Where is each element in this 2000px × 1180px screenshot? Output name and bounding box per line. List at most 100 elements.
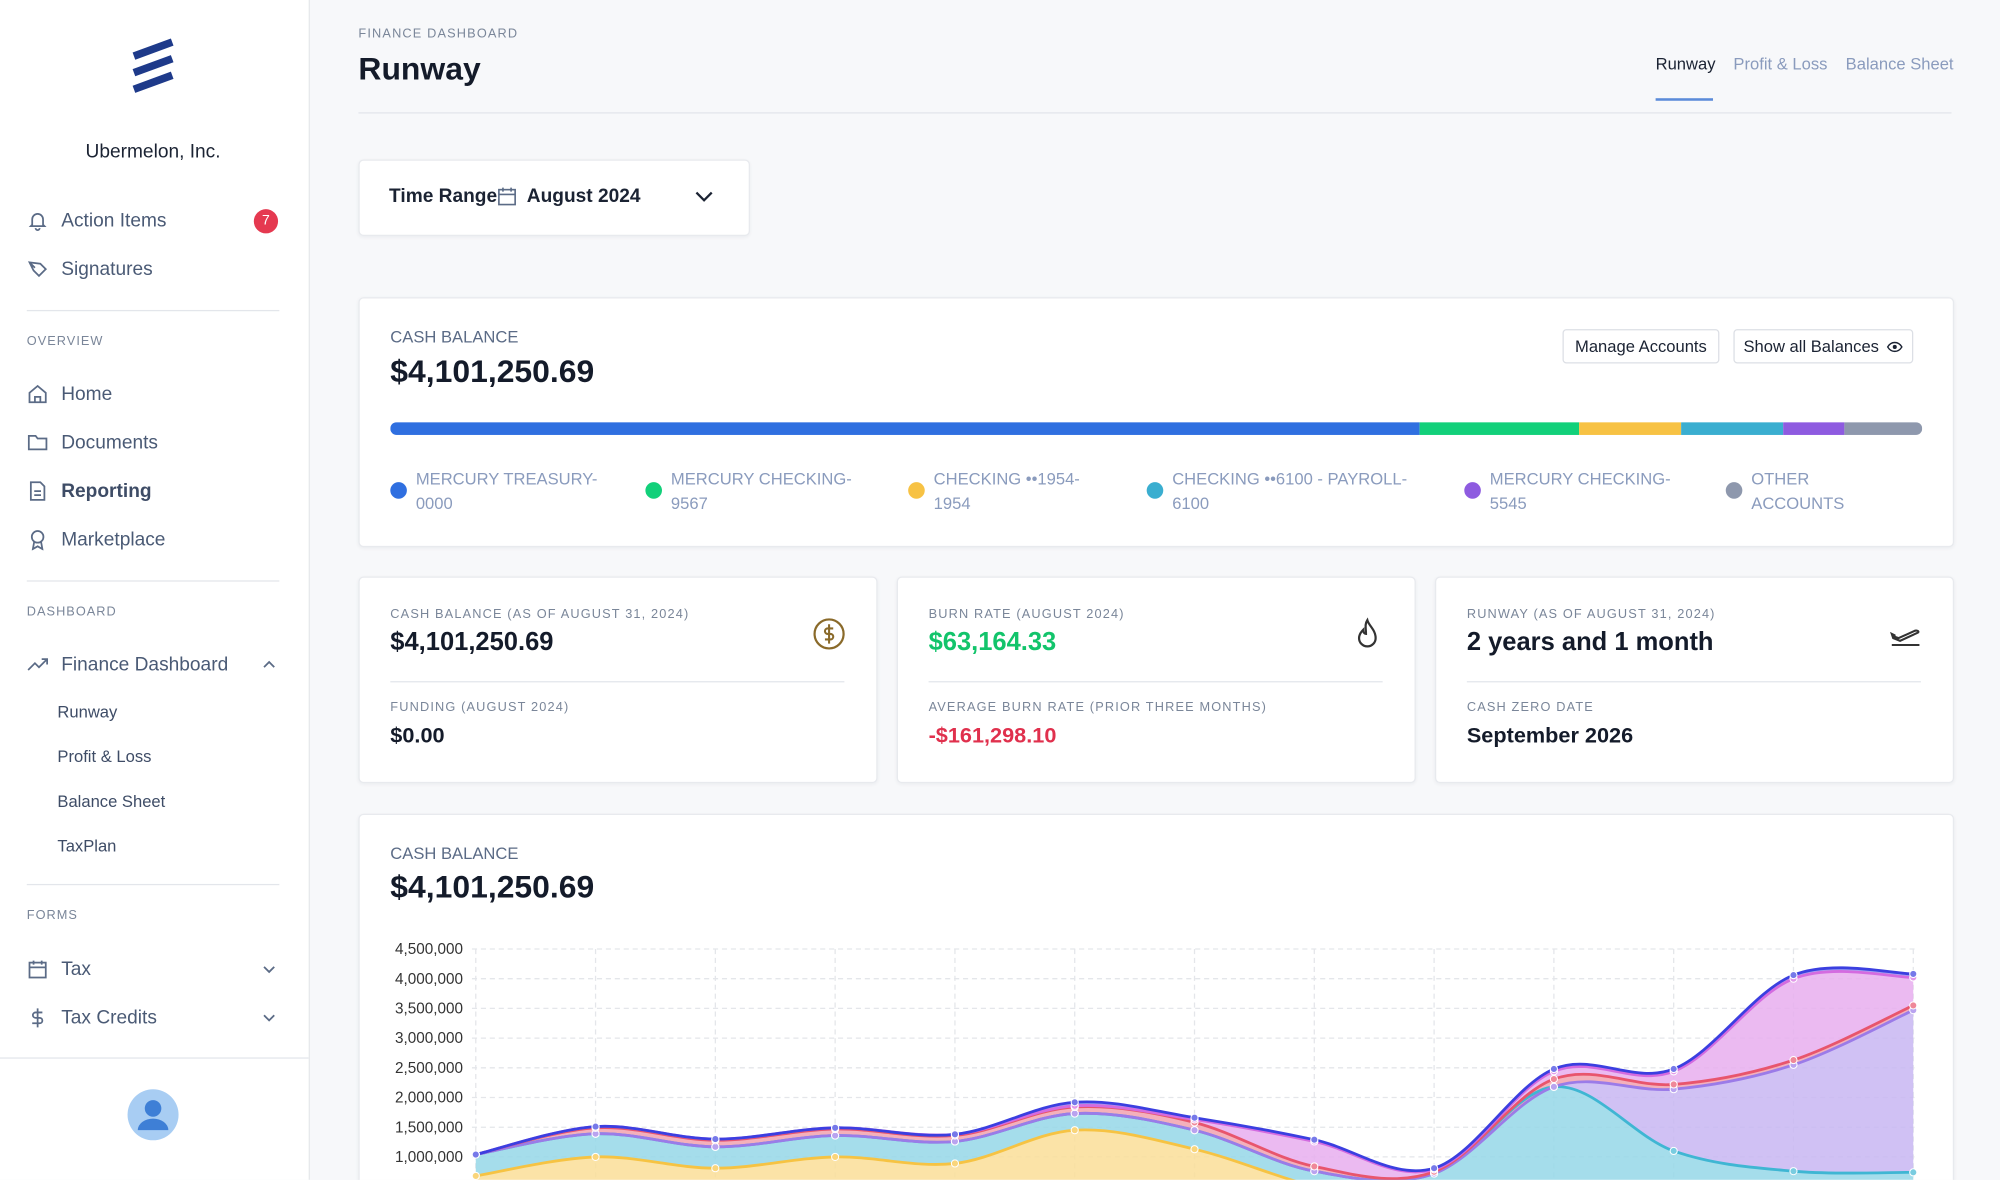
point [1549, 1075, 1558, 1084]
nav-label: Marketplace [61, 528, 166, 551]
stat-card: RUNWAY (AS OF AUGUST 31, 2024) 2 years an… [1434, 576, 1955, 784]
sub-nav-item[interactable]: Profit & Loss [57, 746, 152, 766]
nav-item[interactable]: Finance Dashboard [27, 654, 228, 675]
chart-amount: $4,101,250.69 [390, 869, 595, 905]
legend-text: CHECKING ••1954-1954 [933, 469, 1080, 513]
stat-card: BURN RATE (AUGUST 2024) $63,164.33 AVERAGE… [896, 576, 1416, 784]
section-title: DASHBOARD [26, 605, 117, 620]
sub-nav-item[interactable]: Runway [57, 702, 118, 722]
tab[interactable]: Balance Sheet [1845, 54, 1954, 74]
nav-label: Tax [61, 958, 91, 981]
point [950, 1130, 960, 1139]
manage-accounts-button[interactable]: Manage Accounts [1562, 329, 1720, 364]
chevron-down[interactable] [261, 1010, 276, 1025]
stat-label: BURN RATE (AUGUST 2024) [928, 607, 1125, 622]
stat-sub-value: -$161,298.10 [928, 723, 1057, 748]
stat-label: CASH BALANCE (AS OF AUGUST 31, 2024) [390, 607, 690, 622]
award-icon [30, 530, 45, 551]
point [1549, 1082, 1558, 1091]
y-tick-label: 3,000,000 [395, 1030, 463, 1047]
nav-item[interactable]: Reporting [27, 480, 152, 502]
stat-value: $4,101,250.69 [390, 628, 554, 657]
y-tick-label: 1,500,000 [395, 1119, 463, 1136]
sub-nav-item[interactable]: TaxPlan [57, 836, 117, 856]
nav-item[interactable]: Documents [27, 432, 158, 453]
card-label: CASH BALANCE [390, 327, 519, 347]
button-label: Show all Balances [1743, 336, 1879, 356]
stat-sub-label: FUNDING (AUGUST 2024) [390, 700, 570, 715]
page-title: Runway [358, 51, 481, 88]
nav-item[interactable]: Marketplace [27, 529, 166, 551]
point [1310, 1135, 1319, 1144]
y-tick-label: 4,500,000 [395, 941, 463, 958]
account-segment [1844, 422, 1923, 435]
legend-dot [1146, 482, 1164, 499]
point [1669, 1064, 1678, 1074]
divider [390, 681, 845, 683]
legend-item: CHECKING ••6100 - PAYROLL-6100 [1146, 467, 1415, 515]
tab[interactable]: Runway [1655, 54, 1716, 74]
point [591, 1152, 600, 1161]
nav-label: Action Items [61, 209, 167, 232]
time-range-select[interactable]: Time Range August 2024 [358, 159, 750, 236]
divider [928, 681, 1383, 683]
nav-item[interactable]: Signatures [27, 258, 153, 280]
time-range-label: Time Range [389, 185, 498, 208]
point [1549, 1064, 1558, 1074]
legend-item: OTHER ACCOUNTS [1725, 467, 1866, 515]
nav-label: Tax Credits [61, 1007, 157, 1029]
logo[interactable] [128, 38, 179, 97]
chevron-down[interactable] [261, 962, 276, 977]
tab[interactable]: Profit & Loss [1733, 54, 1828, 74]
point [1789, 1055, 1798, 1065]
legend-text: MERCURY CHECKING-9567 [670, 469, 852, 513]
nav-item[interactable]: Home [27, 383, 112, 405]
point [1430, 1164, 1439, 1173]
divider [26, 580, 280, 582]
y-tick-label: 2,500,000 [395, 1060, 463, 1077]
legend-text: MERCURY CHECKING-5545 [1489, 469, 1671, 513]
point [950, 1159, 960, 1168]
point [1070, 1098, 1079, 1107]
stat-icon [813, 618, 845, 650]
legend-item: MERCURY TREASURY-0000 [390, 467, 607, 515]
point [1190, 1145, 1199, 1154]
chevron-up[interactable] [261, 657, 276, 672]
legend-dot [390, 482, 407, 499]
point [591, 1122, 600, 1131]
legend-item: MERCURY CHECKING-5545 [1464, 467, 1694, 515]
legend-text: MERCURY TREASURY-0000 [415, 469, 598, 513]
nav-item[interactable]: Tax [27, 958, 91, 981]
y-tick-label: 4,000,000 [395, 971, 463, 988]
section-title: OVERVIEW [26, 334, 104, 349]
stat-sub-value: September 2026 [1466, 723, 1634, 748]
legend-text: OTHER ACCOUNTS [1751, 469, 1845, 513]
section-title: FORMS [26, 908, 78, 923]
calendar-icon [498, 187, 516, 206]
user-avatar[interactable] [126, 1088, 180, 1142]
stat-sub-label: AVERAGE BURN RATE (PRIOR THREE MONTHS) [928, 700, 1268, 715]
point [711, 1164, 720, 1173]
pen-icon [27, 261, 48, 278]
company-name: Ubermelon, Inc. [85, 140, 221, 163]
stat-sub-label: CASH ZERO DATE [1466, 700, 1594, 715]
trend-icon [27, 658, 48, 671]
folder-icon [27, 434, 48, 451]
stat-icon [1890, 629, 1920, 647]
nav-label: Home [61, 383, 113, 405]
area [475, 1010, 1914, 1180]
legend-dot [1725, 482, 1743, 499]
dollar-icon [32, 1008, 44, 1028]
time-range-value: August 2024 [526, 185, 641, 208]
stat-icon [1357, 617, 1377, 648]
legend-dot [645, 482, 662, 499]
stat-value: 2 years and 1 month [1466, 628, 1714, 657]
nav-item[interactable]: Action Items [27, 210, 167, 232]
chevron-down [695, 191, 713, 202]
nav-item[interactable]: Tax Credits [27, 1007, 157, 1029]
divider [1466, 681, 1921, 683]
sub-nav-item[interactable]: Balance Sheet [57, 791, 166, 811]
point [1669, 1146, 1678, 1156]
show-balances-button[interactable]: Show all Balances [1733, 329, 1914, 364]
